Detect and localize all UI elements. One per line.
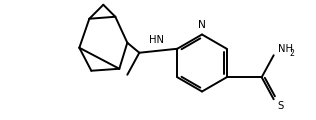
Text: 2: 2 <box>289 49 294 58</box>
Text: N: N <box>198 21 206 30</box>
Text: HN: HN <box>149 35 164 45</box>
Text: NH: NH <box>278 44 293 54</box>
Text: S: S <box>278 101 284 111</box>
